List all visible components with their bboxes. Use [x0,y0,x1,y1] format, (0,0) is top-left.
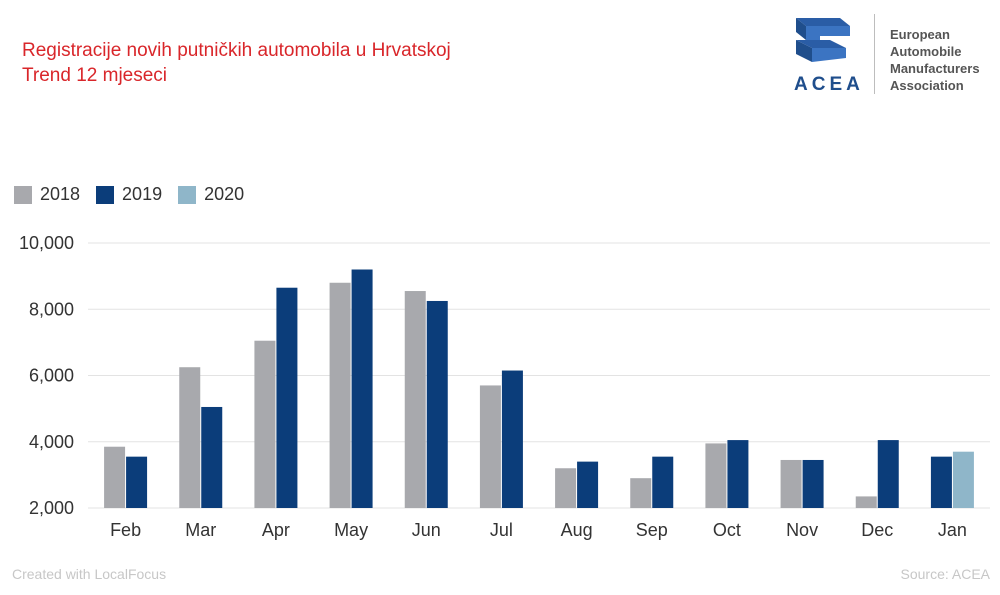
acea-wordmark: ACEA [794,74,864,95]
bar-2018-feb [104,446,126,508]
bar-2019-nov [802,459,824,508]
x-tick-label: Jul [490,520,513,540]
chart-title: Registracije novih putničkih automobila … [22,38,451,88]
title-line-1: Registracije novih putničkih automobila … [22,40,451,61]
legend-item-2019[interactable]: 2019 [96,184,162,205]
bar-2019-feb [126,456,148,508]
legend-swatch-2018 [14,185,32,204]
y-tick-label: 6,000 [29,366,74,386]
bar-2019-jul [501,370,523,508]
bar-2018-may [329,282,351,508]
x-tick-label: Sep [636,520,668,540]
bar-2019-mar [201,406,223,508]
logo-line-2: Automobile [890,44,962,59]
bar-2018-jun [404,291,426,508]
y-tick-label: 4,000 [29,432,74,452]
bar-2018-apr [254,340,276,508]
bar-2020-jan [952,451,974,508]
legend-label-2019: 2019 [122,184,163,204]
acea-logo-icon [796,18,850,62]
bar-2018-aug [555,468,577,508]
bar-2019-sep [652,456,674,508]
x-tick-label: Jun [412,520,441,540]
footer-source: Source: ACEA [900,566,991,582]
x-tick-label: Feb [110,520,141,540]
bar-2018-mar [179,367,201,508]
bar-2019-aug [577,461,599,508]
bar-2018-dec [855,496,877,508]
logo-line-3: Manufacturers [890,61,980,76]
bar-2019-oct [727,440,749,508]
y-tick-label: 10,000 [19,233,74,253]
bar-2018-nov [780,459,802,508]
logo-line-4: Association [890,78,964,93]
bar-2018-oct [705,443,727,508]
x-tick-label: Jan [938,520,967,540]
x-tick-label: Apr [262,520,290,540]
logo-divider [874,14,875,94]
bar-2019-jan [930,456,952,508]
x-tick-label: May [334,520,368,540]
x-tick-label: Nov [786,520,818,540]
title-line-2: Trend 12 mjeseci [22,65,168,86]
y-tick-label: 2,000 [29,498,74,518]
bar-2019-may [351,269,373,508]
footer-credit: Created with LocalFocus [12,566,167,582]
bar-2019-apr [276,287,298,508]
x-tick-label: Mar [185,520,216,540]
bar-chart: 2,000 4,000 6,000 8,000 10,000 Feb Mar Apr May Ju… [19,233,990,540]
x-tick-label: Oct [713,520,741,540]
legend-swatch-2019 [96,185,115,204]
bar-2019-jun [426,300,448,508]
bar-2018-jul [479,385,501,508]
legend-item-2018[interactable]: 2018 [14,184,80,205]
chart-legend: 2018 2019 2020 [14,184,244,205]
legend-label-2018: 2018 [40,184,81,204]
legend-swatch-2020 [178,185,197,204]
bar-2018-sep [630,478,652,508]
legend-label-2020: 2020 [204,184,245,204]
legend-item-2020[interactable]: 2020 [178,184,244,205]
logo-line-1: European [890,27,950,42]
x-tick-label: Dec [861,520,893,540]
acea-full-name: European Automobile Manufacturers Associ… [890,26,980,94]
bar-2019-dec [877,440,899,508]
y-tick-label: 8,000 [29,299,74,319]
acea-logo: ACEA European Automobile Manufacturers A… [784,10,994,100]
x-tick-label: Aug [561,520,593,540]
